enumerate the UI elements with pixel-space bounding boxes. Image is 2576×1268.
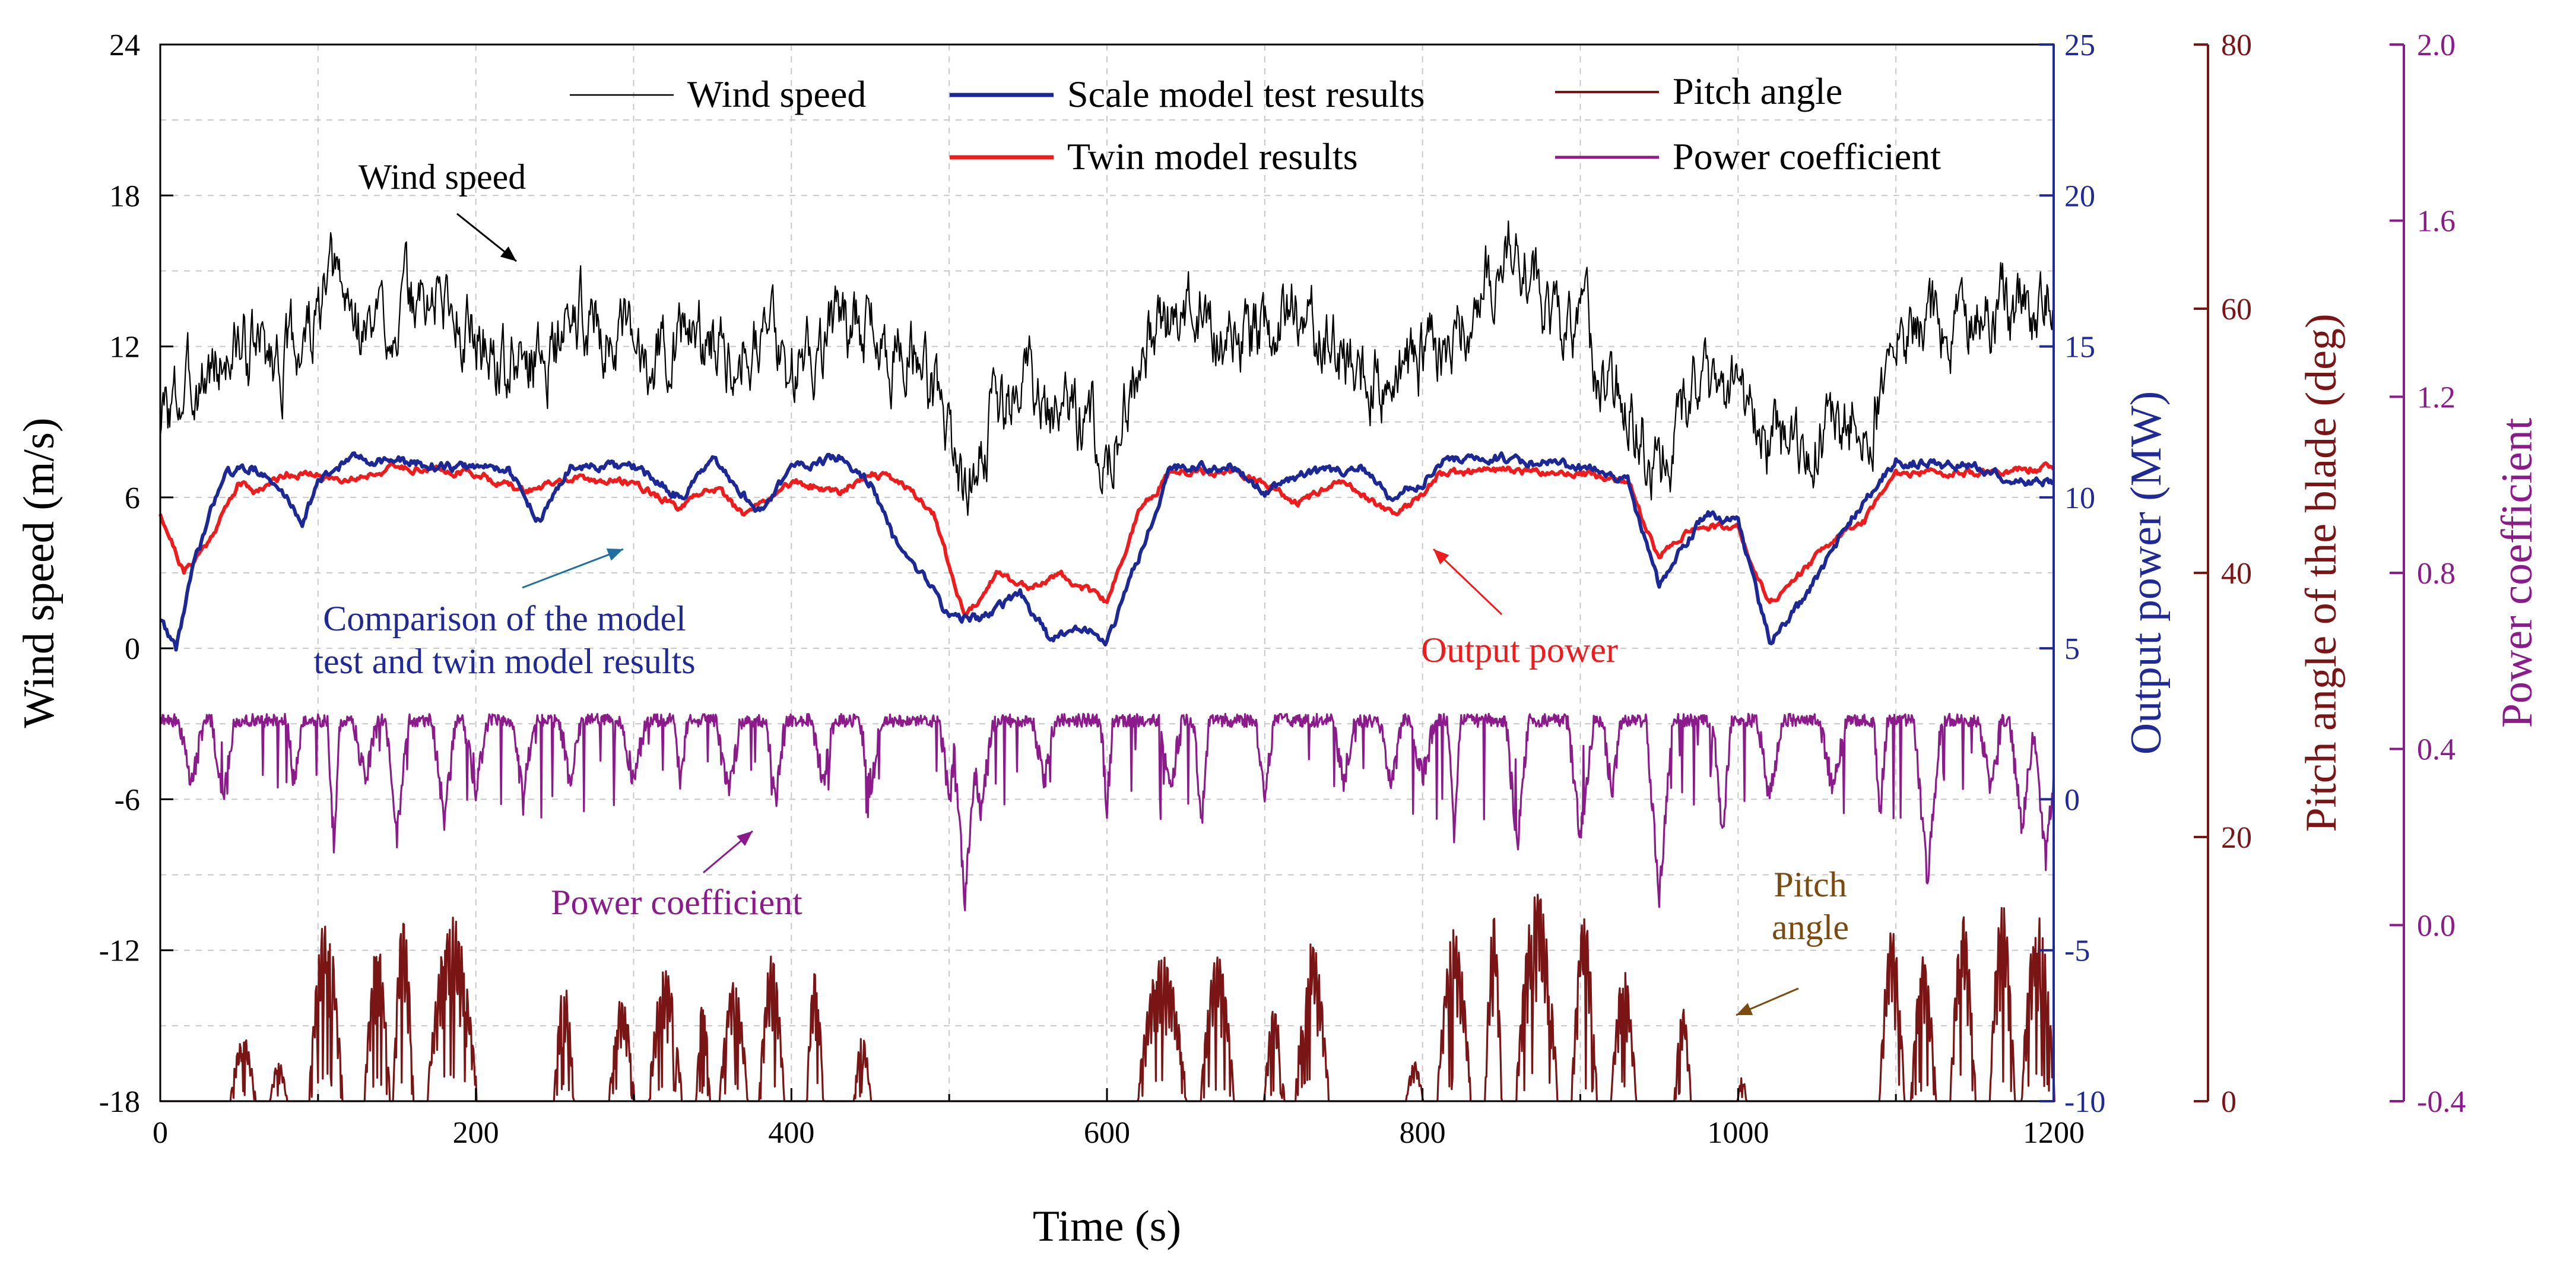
series-power-coefficient [159,712,2055,911]
pitch-tick-label: 60 [2221,293,2252,326]
legend-label-pitch: Pitch angle [1673,70,1842,112]
output-annotation-arrow-head [1433,549,1449,565]
legend: Wind speed Scale model test results Pitch … [570,70,1941,177]
power-tick-label: 15 [2064,331,2095,364]
annotation-output: Output power [1421,630,1618,670]
cp-annotation-arrow-head [737,831,753,847]
pitch-axis-title: Pitch angle of the blade (deg) [2297,313,2346,832]
cp-tick-label: 0.4 [2417,733,2456,767]
pitch-tick-label: 80 [2221,28,2252,62]
wind-tick-label: -6 [115,783,140,817]
wind-tick-label: -18 [99,1085,140,1119]
cp-tick-label: 1.2 [2417,381,2456,414]
comparison-annotation-arrow-line [522,548,624,589]
wind-tick-label: -12 [99,934,140,968]
power-tick-label: 5 [2064,632,2080,666]
cp-tick-label: 2.0 [2417,28,2456,62]
power-tick-label: 25 [2064,28,2095,62]
series-scale-model-test-results [160,451,2055,652]
cp-tick-label: 0.8 [2417,557,2456,591]
x-tick-label: 1200 [2023,1116,2085,1150]
wind-tick-label: 12 [109,331,140,364]
power-tick-label: 0 [2064,783,2080,817]
annotation-wind: Wind speed [359,157,526,196]
pitch-tick-label: 40 [2221,557,2252,591]
comparison-annotation-arrow-head [606,549,623,561]
output-annotation-arrow-line [1432,548,1503,616]
annotation-pitch: Pitch [1774,865,1847,904]
x-tick-label: 0 [153,1116,168,1150]
annotation-pitch: angle [1772,908,1849,947]
legend-label-scale: Scale model test results [1067,73,1425,115]
pitch-tick-label: 0 [2221,1085,2236,1119]
power-tick-label: 10 [2064,481,2095,515]
wind-tick-label: 18 [109,179,140,213]
annotations: Wind speed Comparison of the model test an… [313,157,1849,1016]
power-tick-label: 20 [2064,179,2095,213]
wind-tick-label: 6 [125,481,140,515]
pitch-tick-label: 20 [2221,821,2252,855]
x-tick-label: 200 [453,1116,499,1150]
cp-axis-title: Power coefficient [2493,417,2542,728]
power-tick-label: -10 [2064,1085,2105,1119]
cp-tick-label: -0.4 [2417,1085,2466,1119]
cp-tick-label: 1.6 [2417,205,2456,239]
wind-tick-label: 0 [125,632,140,666]
wind-annotation-arrow-head [500,246,516,261]
legend-label-wind: Wind speed [687,73,866,115]
annotation-comparison: test and twin model results [313,642,695,681]
cp-tick-label: 0.0 [2417,909,2456,943]
x-tick-label: 1000 [1707,1116,1769,1150]
series-wind-speed [159,220,2054,516]
x-tick-label: 400 [768,1116,814,1150]
power-tick-label: -5 [2064,934,2090,968]
wind-axis-title: Wind speed (m/s) [15,417,64,728]
pitch-annotation-arrow-head [1736,1003,1753,1015]
annotation-cp: Power coefficient [551,883,802,922]
x-tick-label: 600 [1084,1116,1130,1150]
legend-label-twin: Twin model results [1067,135,1358,177]
legend-label-cp: Power coefficient [1673,135,1941,177]
wind-tick-label: 24 [109,28,140,62]
x-tick-label: 800 [1400,1116,1446,1150]
power-axis-title: Output power (MW) [2122,391,2171,755]
annotation-comparison: Comparison of the model [323,599,686,638]
x-axis-title: Time (s) [1033,1202,1181,1251]
grid [160,45,2054,1101]
